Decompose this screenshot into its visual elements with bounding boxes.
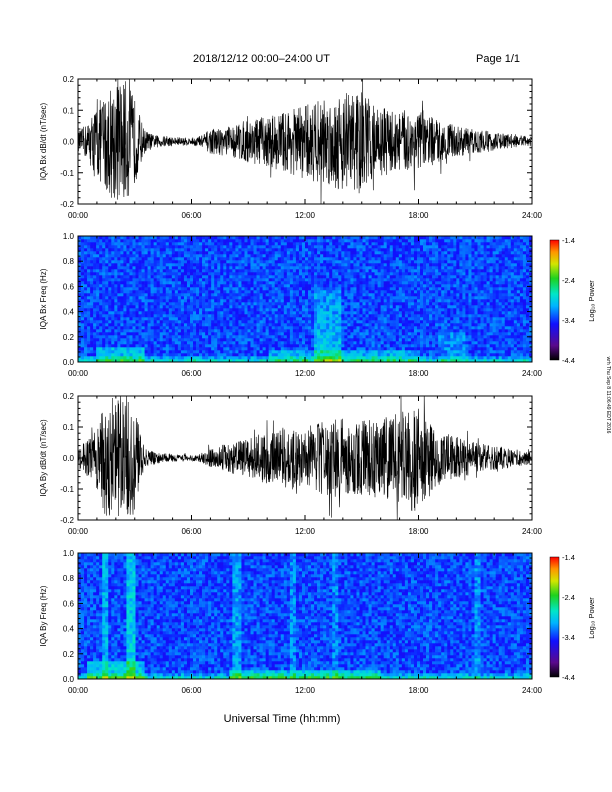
y-tick-label-0-3: 0.1 bbox=[63, 106, 75, 115]
x-tick-label-0-3: 18:00 bbox=[408, 211, 429, 220]
side-note: wrh Thu Sep 8 11:06:49 EDT 2016 bbox=[605, 357, 611, 434]
colorbar-1 bbox=[549, 239, 560, 361]
x-tick-label-1-0: 00:00 bbox=[68, 369, 89, 378]
x-tick-label-2-2: 12:00 bbox=[295, 527, 316, 536]
colorbar-label-1: Log₁₀ Power bbox=[587, 280, 596, 322]
y-tick-label-1-4: 0.8 bbox=[63, 257, 75, 266]
x-tick-label-2-0: 00:00 bbox=[68, 527, 89, 536]
y-axis-label-3: IQA By Freq (Hz) bbox=[39, 585, 48, 646]
y-tick-label-3-4: 0.8 bbox=[63, 574, 75, 583]
page-number: Page 1/1 bbox=[476, 53, 521, 65]
colorbar-tick-3-2: -3.4 bbox=[562, 633, 575, 642]
y-axis-label-1: IQA Bx Freq (Hz) bbox=[39, 268, 48, 329]
y-tick-label-1-1: 0.2 bbox=[63, 333, 75, 342]
y-tick-label-1-3: 0.6 bbox=[63, 282, 75, 291]
y-tick-label-1-5: 1.0 bbox=[63, 232, 75, 241]
x-tick-label-1-1: 06:00 bbox=[181, 369, 202, 378]
x-tick-label-2-4: 24:00 bbox=[522, 527, 543, 536]
y-axis-label-0: IQA Bx dB/dt (nT/sec) bbox=[39, 102, 48, 180]
colorbar-tick-1-2: -3.4 bbox=[562, 316, 575, 325]
colorbar-label-3: Log₁₀ Power bbox=[587, 597, 596, 639]
colorbar-tick-1-1: -2.4 bbox=[562, 276, 575, 285]
y-tick-label-3-3: 0.6 bbox=[63, 599, 75, 608]
y-tick-label-0-1: -0.1 bbox=[60, 169, 74, 178]
y-tick-label-1-2: 0.4 bbox=[63, 308, 75, 317]
y-tick-label-0-2: 0.0 bbox=[63, 138, 75, 147]
y-tick-label-2-0: -0.2 bbox=[60, 516, 74, 525]
x-tick-label-3-1: 06:00 bbox=[181, 686, 202, 695]
colorbar-tick-3-3: -4.4 bbox=[562, 673, 575, 682]
y-tick-label-2-1: -0.1 bbox=[60, 485, 74, 494]
x-tick-label-2-3: 18:00 bbox=[408, 527, 429, 536]
x-tick-label-0-2: 12:00 bbox=[295, 211, 316, 220]
y-tick-label-0-4: 0.2 bbox=[63, 75, 75, 84]
y-tick-label-2-4: 0.2 bbox=[63, 392, 75, 401]
y-tick-label-0-0: -0.2 bbox=[60, 200, 74, 209]
colorbar-3 bbox=[549, 556, 560, 678]
y-tick-label-1-0: 0.0 bbox=[63, 358, 75, 367]
x-axis-label: Universal Time (hh:mm) bbox=[224, 713, 341, 725]
spectrogram-3 bbox=[78, 553, 533, 680]
y-tick-label-2-3: 0.1 bbox=[63, 423, 75, 432]
x-tick-label-3-2: 12:00 bbox=[295, 686, 316, 695]
colorbar-tick-1-3: -4.4 bbox=[562, 356, 575, 365]
y-axis-label-2: IQA By dB/dt (nT/sec) bbox=[39, 419, 48, 497]
signal-trace-2 bbox=[77, 395, 533, 520]
x-tick-label-1-3: 18:00 bbox=[408, 369, 429, 378]
y-tick-label-3-1: 0.2 bbox=[63, 650, 75, 659]
y-tick-label-3-0: 0.0 bbox=[63, 675, 75, 684]
x-tick-label-3-3: 18:00 bbox=[408, 686, 429, 695]
colorbar-tick-3-1: -2.4 bbox=[562, 593, 575, 602]
y-tick-label-3-2: 0.4 bbox=[63, 625, 75, 634]
x-tick-label-1-2: 12:00 bbox=[295, 369, 316, 378]
x-tick-label-3-0: 00:00 bbox=[68, 686, 89, 695]
x-tick-label-1-4: 24:00 bbox=[522, 369, 543, 378]
x-tick-label-3-4: 24:00 bbox=[522, 686, 543, 695]
colorbar-tick-3-0: -1.4 bbox=[562, 553, 575, 562]
spectrogram-1 bbox=[78, 236, 533, 363]
x-tick-label-2-1: 06:00 bbox=[181, 527, 202, 536]
y-tick-label-3-5: 1.0 bbox=[63, 549, 75, 558]
x-tick-label-0-1: 06:00 bbox=[181, 211, 202, 220]
colorbar-tick-1-0: -1.4 bbox=[562, 236, 575, 245]
signal-trace-0 bbox=[77, 78, 533, 205]
y-tick-label-2-2: 0.0 bbox=[63, 454, 75, 463]
x-tick-label-0-0: 00:00 bbox=[68, 211, 89, 220]
plot-date-range: 2018/12/12 00:00–24:00 UT bbox=[193, 53, 331, 65]
x-tick-label-0-4: 24:00 bbox=[522, 211, 543, 220]
